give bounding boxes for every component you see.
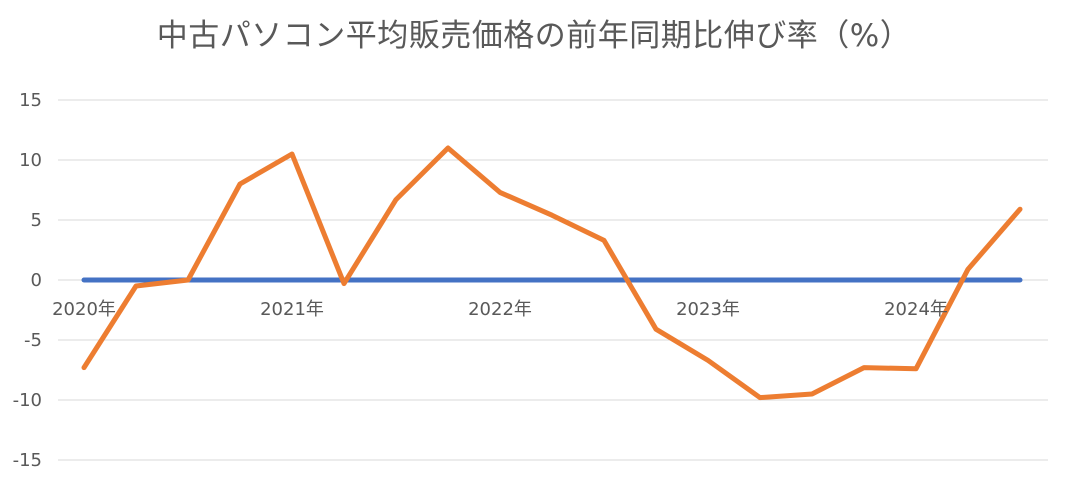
x-tick-label: 2020年 (52, 299, 116, 320)
y-axis-ticks: 15 10 5 0 -5 -10 -15 (13, 90, 42, 471)
y-tick-label: -10 (13, 390, 42, 411)
x-tick-label: 2023年 (676, 299, 740, 320)
y-tick-label: 15 (19, 90, 42, 111)
chart-title: 中古パソコン平均販売価格の前年同期比伸び率（%） (156, 18, 912, 54)
y-tick-label: 0 (31, 270, 42, 291)
x-tick-label: 2022年 (468, 299, 532, 320)
y-tick-label: 10 (19, 150, 42, 171)
series-layer (81, 145, 1023, 401)
x-tick-label: 2021年 (260, 299, 324, 320)
y-tick-label: -5 (24, 330, 42, 351)
x-tick-label: 2024年 (884, 299, 948, 320)
y-tick-label: 5 (31, 210, 42, 231)
series-line-2 (81, 145, 1023, 401)
y-tick-label: -15 (13, 450, 42, 471)
x-axis-ticks: 2020年 2021年 2022年 2023年 2024年 (52, 299, 948, 320)
